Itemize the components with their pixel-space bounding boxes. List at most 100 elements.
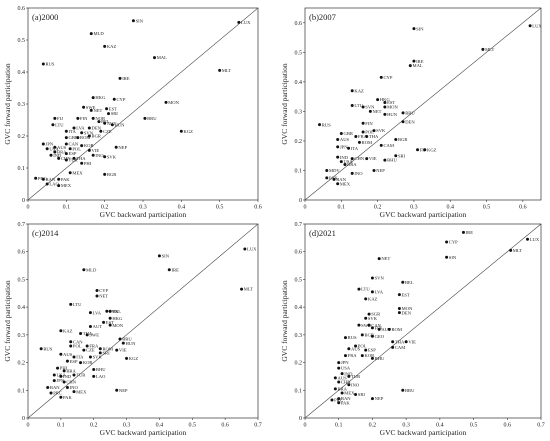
x-tick-label: 0.3 (410, 205, 418, 211)
point-label: RUS (46, 62, 55, 67)
y-tick-label: 0.7 (18, 222, 26, 228)
point-label: SRI (111, 111, 119, 116)
point-label: ROM (391, 327, 401, 332)
point-label: EST (106, 320, 114, 325)
point-label: MON (112, 323, 123, 328)
data-point (461, 230, 465, 234)
data-point (401, 120, 405, 124)
y-tick-label: 0.5 (295, 277, 303, 283)
data-point (79, 331, 83, 335)
data-point (72, 373, 76, 377)
point-label: FRA (358, 134, 368, 139)
point-label: SVN (375, 276, 385, 281)
data-point (218, 68, 222, 72)
data-point (34, 176, 38, 180)
point-label: THA (395, 339, 405, 344)
data-point (103, 155, 107, 159)
data-point (115, 388, 119, 392)
point-label: NEP (375, 396, 384, 401)
data-point (370, 276, 374, 280)
data-point (354, 344, 358, 348)
data-point (361, 130, 365, 134)
point-label: HUN (115, 122, 126, 127)
point-label: LAO (49, 182, 59, 187)
point-label: CAM (395, 345, 405, 350)
point-label: USA (49, 146, 59, 151)
point-label: SWE (89, 332, 99, 337)
point-label: BAN (341, 396, 351, 401)
point-label: JPN (56, 378, 64, 383)
point-label: BAN (46, 177, 56, 182)
y-tick-label: 0.6 (295, 250, 303, 256)
data-point (53, 150, 57, 154)
data-point (368, 109, 372, 113)
point-label: MLD (93, 31, 104, 36)
point-label: NEP (119, 388, 128, 393)
scatter-panel-2: 0 0.1 0.2 0.3 0.4 0.5 0.6 0.7 0 0.1 0.2 0.3 0.4 0.5 0.… (3, 222, 262, 437)
data-point (92, 368, 96, 371)
data-point (347, 347, 351, 351)
point-label: MAL (412, 63, 422, 68)
data-point (107, 112, 110, 116)
point-label: JPN (341, 360, 349, 365)
point-label: AUT (381, 327, 391, 332)
data-point (64, 136, 68, 140)
y-tick-label: 0.4 (295, 80, 303, 86)
point-label: KOR (84, 143, 95, 148)
data-point (357, 287, 361, 291)
point-label: PRC (53, 391, 62, 396)
data-point (343, 354, 347, 358)
data-point (383, 158, 387, 162)
point-label: EST (109, 106, 117, 111)
data-point (92, 374, 96, 378)
data-point (69, 340, 73, 344)
data-point (110, 123, 114, 127)
point-label: MLT (222, 68, 231, 73)
point-label: LUX (532, 23, 542, 28)
point-label: VIE (92, 148, 100, 153)
point-label: SIN (449, 255, 457, 260)
data-point (367, 312, 371, 316)
data-point (354, 392, 358, 396)
data-point (370, 334, 374, 338)
point-label: LUX (247, 247, 257, 252)
point-label: IND (63, 374, 72, 379)
data-point (143, 116, 147, 120)
point-label: SVN (109, 309, 119, 314)
data-point (401, 280, 405, 284)
x-tick-label: 0.1 (57, 423, 65, 429)
point-label: BHU (96, 367, 106, 372)
point-label: IRE (122, 76, 130, 81)
data-point (72, 390, 76, 394)
point-label: PAK (63, 395, 72, 400)
point-label: BHU (375, 356, 385, 361)
point-label: LTU (55, 122, 64, 127)
point-label: SWE (86, 105, 96, 110)
point-label: SRI (398, 153, 406, 158)
data-point (379, 143, 383, 147)
point-label: BEL (405, 280, 414, 285)
point-label: LVA (76, 126, 85, 131)
data-point (87, 126, 91, 130)
data-point (85, 344, 89, 348)
point-label: ESP (70, 359, 78, 364)
point-label: BEL (101, 119, 110, 124)
point-label: BRU (147, 116, 157, 121)
point-label: CHN (341, 380, 351, 385)
y-axis-label: GVC forward participation (3, 63, 12, 144)
point-label: IND (340, 155, 349, 160)
diagonal-line (27, 223, 259, 419)
x-tick-label: 0.3 (402, 423, 410, 429)
y-tick-label: 0.3 (18, 333, 26, 339)
point-label: JPN (46, 142, 54, 147)
data-point (339, 160, 343, 164)
data-point (76, 116, 80, 120)
data-point (65, 359, 69, 363)
data-point (103, 172, 107, 176)
data-point (394, 154, 398, 158)
data-point (347, 374, 351, 378)
data-point (481, 47, 485, 51)
data-point (394, 137, 398, 141)
data-point (72, 126, 76, 130)
data-point (340, 372, 344, 376)
